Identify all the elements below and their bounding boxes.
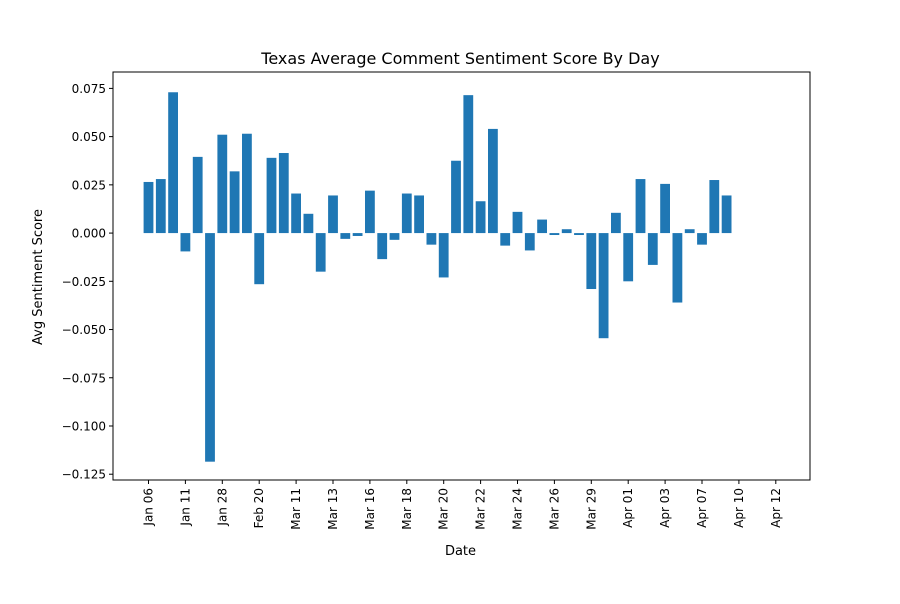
bar [524, 233, 535, 251]
x-tick-label: Feb 20 [252, 488, 266, 528]
bar [697, 233, 707, 245]
bar [512, 211, 523, 234]
y-tick-label: −0.125 [62, 468, 106, 482]
x-tick-label: Mar 20 [437, 488, 451, 530]
bar [229, 171, 240, 234]
bar [549, 233, 560, 236]
chart-title: Texas Average Comment Sentiment Score By… [260, 49, 659, 68]
x-tick-label: Mar 11 [289, 488, 303, 530]
bar [143, 181, 154, 234]
bar [488, 128, 498, 234]
x-tick-label: Mar 24 [511, 488, 525, 530]
x-axis-ticks: Jan 06 Jan 11 Jan 28 Feb 20 Mar 11 Mar 13 Mar … [142, 480, 783, 530]
bar [537, 219, 547, 234]
bar [192, 156, 203, 234]
plot-frame [112, 71, 811, 481]
bar [623, 233, 634, 282]
bar [340, 233, 351, 239]
x-tick-label: Mar 18 [400, 488, 414, 530]
bar [315, 233, 326, 272]
x-tick-label: Mar 26 [547, 488, 561, 530]
x-tick-label: Jan 11 [178, 488, 192, 527]
bar [574, 233, 584, 236]
y-axis-label: Avg Sentiment Score [31, 209, 46, 345]
y-tick-label: 0.025 [72, 178, 106, 192]
bar [611, 212, 621, 234]
y-tick-label: 0.050 [72, 130, 106, 144]
x-tick-label: Apr 01 [621, 488, 635, 528]
bar [672, 233, 683, 303]
y-tick-label: −0.100 [62, 419, 106, 433]
bar [217, 134, 228, 234]
bar [647, 233, 658, 265]
x-tick-label: Jan 06 [142, 488, 156, 527]
bar [598, 233, 609, 339]
bar [242, 133, 252, 234]
bar [352, 233, 363, 236]
y-tick-label: 0.075 [72, 82, 106, 96]
bar [254, 233, 265, 285]
bar-series [143, 92, 732, 462]
bar [586, 233, 597, 290]
bar [303, 213, 314, 234]
bar [278, 153, 289, 234]
bar [414, 195, 424, 234]
bar [377, 233, 388, 260]
x-tick-label: Mar 13 [326, 488, 340, 530]
bar [635, 179, 646, 234]
x-tick-label: Mar 22 [474, 488, 488, 530]
bar [401, 193, 412, 234]
y-tick-label: −0.050 [62, 323, 106, 337]
bar [660, 183, 670, 234]
bar [438, 233, 449, 278]
x-tick-label: Mar 16 [363, 488, 377, 530]
y-tick-label: −0.075 [62, 371, 106, 385]
x-tick-label: Apr 07 [695, 488, 709, 528]
bar [463, 95, 474, 234]
bar [426, 233, 437, 245]
bar [155, 179, 166, 234]
bar [500, 233, 511, 246]
bar [266, 157, 277, 234]
bar [168, 92, 178, 234]
bar [475, 201, 486, 234]
x-tick-label: Apr 03 [658, 488, 672, 528]
bar [451, 160, 461, 234]
bar [561, 229, 572, 234]
bar [365, 190, 375, 234]
bar [389, 233, 400, 240]
y-tick-label: 0.000 [72, 227, 106, 241]
bar [205, 233, 215, 462]
bar [328, 195, 338, 234]
x-tick-label: Apr 12 [769, 488, 783, 528]
x-tick-label: Apr 10 [732, 488, 746, 528]
y-tick-label: −0.025 [62, 275, 106, 289]
bar [180, 233, 191, 252]
y-axis-ticks: 0.075 0.050 0.025 0.000 −0.025 −0.050 −0.075 −0… [62, 82, 113, 482]
bar [684, 229, 695, 234]
bar [721, 195, 732, 234]
bar [709, 180, 720, 234]
x-tick-label: Jan 28 [215, 488, 229, 527]
x-axis-label: Date [445, 544, 476, 559]
x-tick-label: Mar 29 [584, 488, 598, 530]
bar [291, 193, 301, 234]
